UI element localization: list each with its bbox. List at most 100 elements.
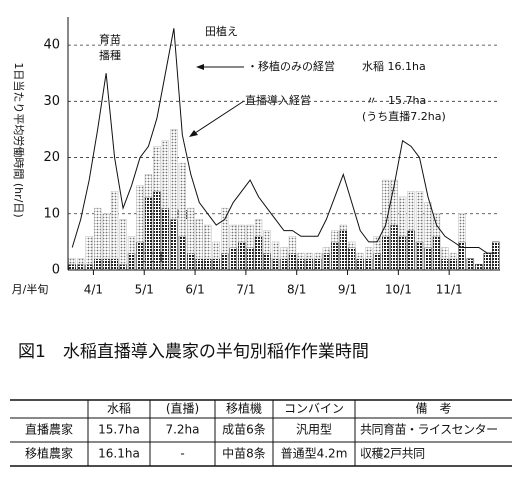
bar bbox=[432, 236, 441, 271]
bar bbox=[102, 258, 110, 271]
bar bbox=[195, 219, 203, 260]
table-cell: 汎用型 bbox=[296, 423, 332, 437]
bar bbox=[110, 258, 119, 271]
bar bbox=[221, 207, 229, 254]
bar bbox=[93, 207, 102, 260]
bar bbox=[93, 258, 102, 271]
bar bbox=[127, 252, 136, 271]
bar bbox=[246, 247, 254, 271]
annotation: 〃 15.7ha bbox=[366, 94, 426, 107]
bar bbox=[365, 247, 373, 260]
table-cell: 直播農家 bbox=[25, 422, 73, 437]
bar bbox=[178, 236, 187, 271]
annotation: 育苗 bbox=[99, 32, 121, 46]
bar bbox=[381, 236, 390, 271]
table-cell: 成苗6条 bbox=[222, 423, 266, 437]
table-cell: 共同育苗・ライスセンター bbox=[360, 422, 498, 437]
bar bbox=[271, 241, 280, 260]
bar bbox=[398, 196, 407, 237]
annotation: 直播導入経営 bbox=[245, 93, 311, 107]
annotation: ・移植のみの経営 bbox=[247, 59, 335, 73]
x-tick-label: 11/1 bbox=[436, 283, 463, 297]
bar bbox=[254, 219, 263, 237]
bar bbox=[204, 258, 212, 271]
bar bbox=[339, 230, 347, 271]
x-tick-label: 5/1 bbox=[135, 283, 154, 297]
bar bbox=[280, 258, 288, 271]
bar bbox=[195, 258, 203, 271]
bar bbox=[237, 224, 246, 243]
bar bbox=[144, 174, 153, 198]
bar bbox=[381, 179, 390, 237]
bar bbox=[77, 258, 85, 265]
bar bbox=[466, 258, 475, 271]
bar bbox=[229, 247, 237, 271]
bar bbox=[314, 252, 322, 260]
bar bbox=[373, 236, 381, 254]
bar bbox=[365, 258, 373, 271]
bar bbox=[271, 258, 280, 271]
bar bbox=[441, 247, 449, 260]
bar bbox=[170, 219, 178, 271]
table-header: 移植機 bbox=[226, 401, 262, 416]
annotation: 水稲 16.1ha bbox=[362, 60, 426, 73]
bar bbox=[424, 247, 432, 271]
bar bbox=[356, 258, 364, 271]
bar bbox=[229, 224, 237, 248]
bar bbox=[77, 264, 85, 271]
bar bbox=[85, 264, 93, 271]
x-tick-label: 4/1 bbox=[84, 283, 103, 297]
bar bbox=[424, 202, 432, 248]
bar bbox=[331, 241, 339, 271]
x-axis-label: 月/半旬 bbox=[12, 282, 49, 296]
bar bbox=[170, 129, 178, 220]
bar bbox=[449, 258, 458, 271]
bar bbox=[136, 241, 144, 271]
table-cell: 15.7ha bbox=[98, 423, 140, 437]
table-cell: 7.2ha bbox=[165, 423, 199, 437]
bar bbox=[314, 258, 322, 271]
table-header: 備 考 bbox=[415, 401, 451, 416]
y-tick-label: 40 bbox=[43, 38, 60, 53]
bar bbox=[475, 264, 483, 271]
bar bbox=[254, 236, 263, 271]
bar bbox=[348, 247, 356, 271]
annotation: 田植え bbox=[205, 24, 238, 38]
bar bbox=[221, 252, 229, 271]
bar bbox=[153, 191, 161, 271]
line bbox=[71, 28, 496, 254]
bar bbox=[297, 252, 305, 260]
bar bbox=[339, 224, 347, 231]
table-header: 水稲 bbox=[107, 402, 131, 416]
annotation: 播種 bbox=[99, 48, 121, 62]
bar bbox=[187, 252, 195, 271]
table-cell: 普通型4.2m bbox=[281, 447, 348, 461]
table-cell: 16.1ha bbox=[98, 447, 140, 461]
bar bbox=[85, 236, 93, 265]
bar bbox=[263, 252, 271, 271]
bar bbox=[331, 230, 339, 243]
bar bbox=[153, 146, 161, 192]
bar bbox=[119, 219, 127, 265]
bar bbox=[483, 252, 491, 271]
bar bbox=[322, 252, 331, 271]
arrow bbox=[191, 100, 245, 136]
bar bbox=[136, 185, 144, 243]
x-tick-label: 6/1 bbox=[185, 283, 204, 297]
y-tick-label: 30 bbox=[43, 94, 60, 109]
bar bbox=[492, 241, 500, 271]
x-tick-label: 8/1 bbox=[287, 283, 306, 297]
bar bbox=[110, 191, 119, 260]
x-tick-label: 7/1 bbox=[236, 283, 255, 297]
y-tick-label: 10 bbox=[43, 206, 60, 221]
arrow-head bbox=[196, 64, 204, 70]
bar bbox=[212, 258, 220, 271]
bar bbox=[127, 236, 136, 254]
bar bbox=[415, 241, 424, 271]
table-header: コンバイン bbox=[284, 402, 344, 416]
bar bbox=[305, 252, 314, 260]
bar bbox=[441, 258, 449, 271]
bar bbox=[415, 191, 424, 243]
bar bbox=[288, 236, 297, 254]
